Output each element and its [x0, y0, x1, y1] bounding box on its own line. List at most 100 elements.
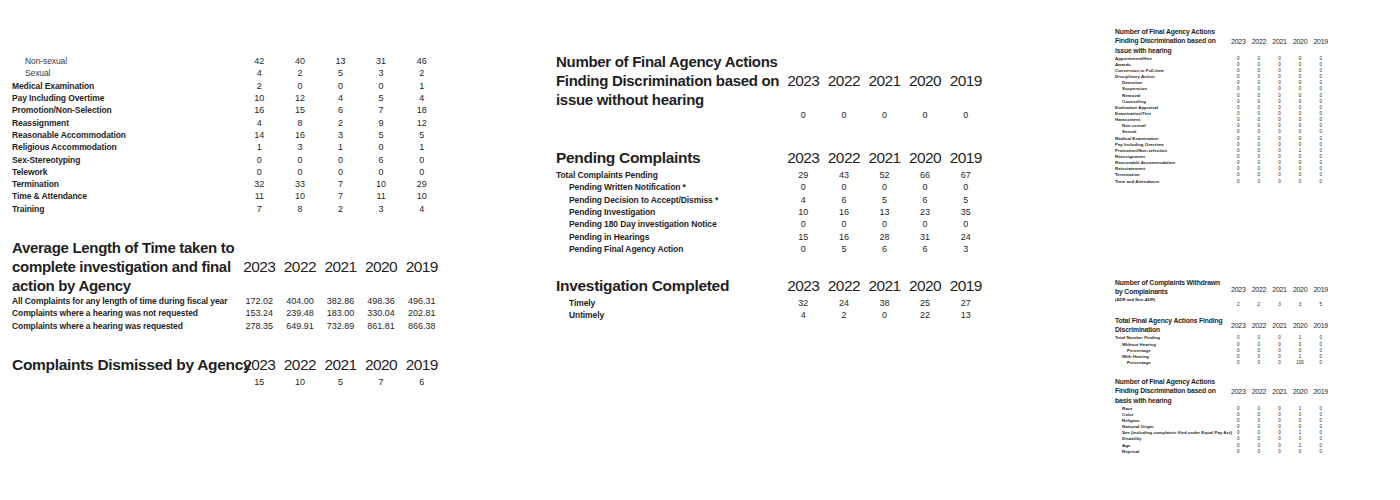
year-label: 2020	[1290, 322, 1311, 329]
row-values: 323371029	[239, 179, 442, 189]
cell-value: 10	[401, 191, 442, 201]
cell-value: 0	[905, 110, 946, 120]
fad-basis-with-hearing-title: Number of Final Agency ActionsFinding Di…	[1115, 377, 1228, 405]
cell-value: 0	[864, 310, 905, 320]
year-label: 2019	[1310, 322, 1331, 329]
row-label: Complaints where a hearing was not reque…	[12, 308, 239, 318]
cell-value: 0	[864, 219, 905, 229]
cell-value: 40	[280, 56, 321, 66]
cell-value: 0	[1290, 179, 1311, 184]
table-row: Complaints where a hearing was not reque…	[12, 307, 442, 319]
row-label: All Complaints for any length of time du…	[12, 296, 239, 306]
cell-value: 0	[1310, 449, 1331, 454]
cell-value: 0	[320, 81, 361, 91]
cell-value: 0	[1228, 86, 1249, 91]
row-label: Examination/Test	[1115, 111, 1228, 116]
cell-value: 3	[1269, 302, 1290, 307]
cell-value: 0	[1290, 86, 1311, 91]
cell-value: 404.00	[280, 296, 321, 306]
table-row: Examination/Test 00000	[1115, 110, 1331, 116]
cell-value: 0	[1228, 424, 1249, 429]
year-label: 2022	[1249, 286, 1270, 293]
table-row: Non-sexual 4240133146	[12, 55, 442, 67]
row-values: 78234	[239, 204, 442, 214]
cell-value: 6	[401, 377, 442, 387]
table-title-line: Finding Discrimination based on	[556, 71, 783, 90]
row-values: 00000	[239, 167, 442, 177]
year-label: 2022	[824, 277, 865, 295]
cell-value: 0	[1228, 148, 1249, 153]
cell-value: 0	[1249, 123, 1270, 128]
table-title-line: issue with hearing	[1115, 46, 1228, 55]
fad-without-hearing-header: Number of Final Agency ActionsFinding Di…	[556, 52, 986, 109]
row-values: 3224382527	[783, 298, 986, 308]
table-row: Pending Investigation 1016132335	[556, 206, 986, 218]
cell-value: 0	[1290, 68, 1311, 73]
cell-value: 0	[1310, 123, 1331, 128]
row-label: Sexual	[1115, 129, 1228, 134]
table-title-line: issue without hearing	[556, 90, 783, 109]
cell-value: 3	[361, 68, 402, 78]
year-label: 2019	[945, 72, 986, 90]
year-label: 2020	[1290, 286, 1311, 293]
row-label: Sex (including complaints filed under Eq…	[1115, 430, 1228, 435]
table-row: Reprisal 00000	[1115, 448, 1331, 454]
cell-value: 0	[1269, 430, 1290, 435]
year-header-row: 20232022202120202019	[1228, 38, 1331, 45]
cell-value: 0	[1269, 93, 1290, 98]
cell-value: 0	[320, 167, 361, 177]
cell-value: 0	[1310, 335, 1331, 340]
cell-value: 202.81	[401, 308, 442, 318]
cell-value: 0	[1310, 179, 1331, 184]
row-values: 05663	[783, 244, 986, 254]
cell-value: 0	[1249, 74, 1270, 79]
cell-value: 0	[1249, 335, 1270, 340]
row-values: 482912	[239, 118, 442, 128]
cell-value: 0	[783, 219, 824, 229]
cell-value: 0	[1310, 166, 1331, 171]
table-row: Reasonable Accommodation 1416355	[12, 129, 442, 141]
cell-value: 330.04	[361, 308, 402, 318]
cell-value: 0	[1228, 56, 1249, 61]
cell-value: 0	[1228, 179, 1249, 184]
year-label: 2019	[1310, 388, 1331, 395]
table-row: 00000	[556, 109, 986, 121]
row-values: 00010	[1228, 354, 1331, 359]
cell-value: 3	[1290, 302, 1311, 307]
cell-value: 0	[1249, 424, 1270, 429]
table-row: Suspension 00000	[1115, 86, 1331, 92]
row-values: 00000	[1228, 56, 1331, 61]
cell-value: 0	[1249, 136, 1270, 141]
row-label: Total Complaints Pending	[556, 170, 783, 180]
row-values: 00010	[1228, 406, 1331, 411]
table-row: Religion 00000	[1115, 418, 1331, 424]
cell-value: 24	[824, 298, 865, 308]
cell-value: 0	[1269, 111, 1290, 116]
total-fad-header: Total Final Agency Actions FindingDiscri…	[1115, 316, 1331, 335]
row-label: Reassignment	[12, 118, 239, 128]
cell-value: 0	[864, 110, 905, 120]
row-label: Termination	[1115, 172, 1228, 177]
table-row: Religious Accommodation 13101	[12, 141, 442, 153]
cell-value: 0	[1249, 172, 1270, 177]
cell-value: 0	[1228, 154, 1249, 159]
cell-value: 0	[1249, 412, 1270, 417]
cell-value: 496.31	[401, 296, 442, 306]
row-label: Pending Written Notification *	[556, 182, 783, 192]
year-label: 2020	[1290, 38, 1311, 45]
year-label: 2019	[945, 277, 986, 295]
row-values: 00000	[1228, 418, 1331, 423]
avg-length-rows: All Complaints for any length of time du…	[12, 295, 442, 332]
row-label: Reprisal	[1115, 449, 1228, 454]
cell-value: 0	[1269, 406, 1290, 411]
cell-value: 0	[1290, 348, 1311, 353]
table-title-line: Number of Complaints Withdrawn	[1115, 278, 1228, 287]
cell-value: 732.89	[320, 321, 361, 331]
avg-length-title: Average Length of Time taken tocomplete …	[12, 238, 239, 295]
cell-value: 0	[1310, 436, 1331, 441]
year-label: 2023	[783, 72, 824, 90]
cell-value: 0	[1269, 449, 1290, 454]
complaints-by-issue-table: Non-sexual 4240133146 Sexual 42532 Medic…	[12, 55, 442, 215]
cell-value: 0	[1290, 412, 1311, 417]
cell-value: 0	[1228, 443, 1249, 448]
